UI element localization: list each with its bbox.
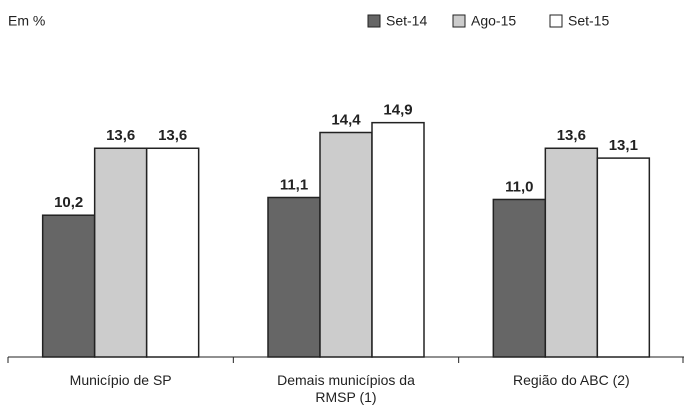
value-label: 13,6 xyxy=(106,127,135,144)
legend-swatch xyxy=(367,14,381,28)
legend-label: Set-14 xyxy=(386,13,427,29)
bar xyxy=(371,121,425,358)
value-label: 14,4 xyxy=(331,111,361,128)
legend-swatch xyxy=(452,14,466,28)
y-label: Em % xyxy=(8,13,45,29)
bar xyxy=(596,157,651,358)
value-label: 13,6 xyxy=(158,127,187,144)
legend-label: Ago-15 xyxy=(471,13,516,29)
x-tick-label: Demais municípios da RMSP (1) xyxy=(277,372,415,405)
value-label: 11,1 xyxy=(280,176,308,193)
bar xyxy=(492,198,547,358)
value-label: 10,2 xyxy=(54,194,83,211)
bar xyxy=(41,214,96,358)
value-label: 13,1 xyxy=(609,137,638,154)
legend-label: Set-15 xyxy=(568,13,609,29)
bar xyxy=(93,147,148,358)
value-label: 14,9 xyxy=(383,102,412,119)
bar xyxy=(544,147,599,358)
value-label: 13,6 xyxy=(557,127,586,144)
bar xyxy=(319,131,373,358)
bar xyxy=(267,196,321,358)
bar xyxy=(145,147,200,358)
legend-swatch xyxy=(549,14,563,28)
x-tick-label: Município de SP xyxy=(69,372,172,388)
value-label: 11,0 xyxy=(505,178,533,195)
x-tick-label: Região do ABC (2) xyxy=(512,372,630,388)
